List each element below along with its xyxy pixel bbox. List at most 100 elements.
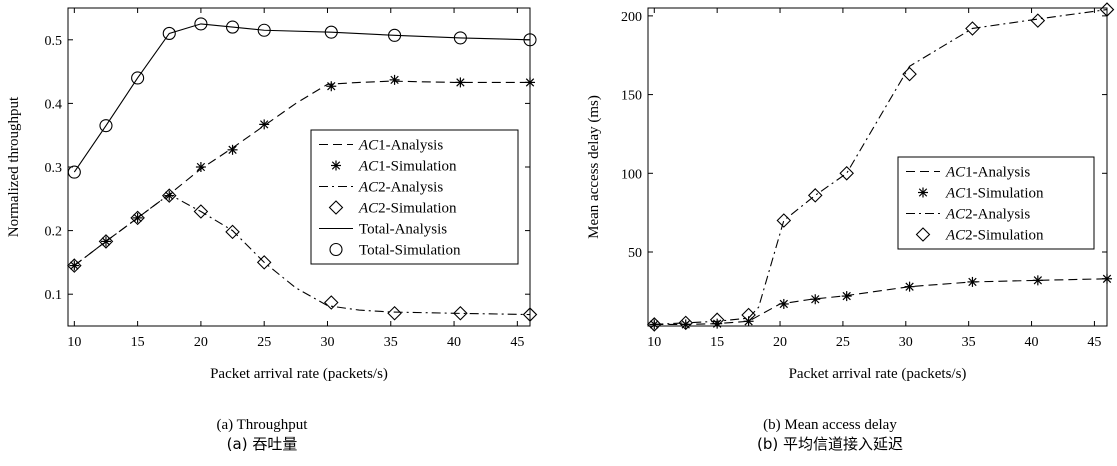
point-ac2-simulation: [647, 317, 662, 332]
y-axis-label: Normalized throughput: [6, 96, 22, 237]
legend-box: [897, 156, 1095, 250]
star-stroke: [165, 191, 174, 200]
legend-swatch-marker: [328, 200, 344, 215]
point-ac2-simulation: [709, 312, 725, 327]
point-ac2-simulation: [807, 188, 823, 203]
point-total-simulation: [131, 71, 145, 85]
caption: (b) Mean access delay: [763, 417, 897, 433]
legend-label-italic: AC: [358, 138, 379, 154]
legend-label-italic: AC: [945, 186, 966, 202]
point-total-simulation: [225, 20, 240, 34]
point-total-simulation: [257, 23, 271, 37]
star-stroke: [779, 299, 788, 309]
legend-swatch-marker: [918, 187, 928, 198]
star-stroke: [331, 161, 341, 170]
star-stroke: [842, 291, 851, 301]
legend-label: AC2-Analysis: [945, 207, 1030, 223]
legend-label: AC1-Simulation: [358, 159, 457, 175]
x-tick-label: 25: [836, 335, 850, 350]
legend-box: [310, 129, 519, 265]
y-tick-label: 50: [628, 246, 642, 261]
legend-label: AC1-Analysis: [945, 165, 1030, 181]
point-ac2-simulation: [67, 258, 82, 273]
point-ac2-simulation: [225, 224, 240, 240]
point-ac2-simulation: [965, 21, 980, 36]
legend-label-italic: AC: [945, 165, 966, 181]
legend-label: Total-Analysis: [359, 222, 447, 238]
legend-label-rest: 2-Analysis: [965, 207, 1030, 223]
x-tick-label: 15: [710, 335, 724, 350]
point-total-simulation: [453, 31, 467, 45]
x-tick-label: 15: [131, 335, 145, 350]
legend-label-rest: 2-Analysis: [378, 180, 443, 196]
point-ac1-simulation: [259, 119, 270, 130]
x-tick-label: 45: [1087, 335, 1101, 350]
legend-label-rest: 1-Analysis: [378, 138, 443, 154]
x-axis-label: Packet arrival rate (packets/s): [789, 366, 967, 382]
legend-label: AC2-Analysis: [358, 180, 443, 196]
x-tick-label: 30: [899, 335, 913, 350]
star-stroke: [905, 282, 914, 291]
star-stroke: [196, 162, 206, 172]
star-stroke: [525, 78, 535, 87]
point-ac2-simulation: [130, 210, 145, 226]
x-tick-label: 20: [773, 335, 787, 350]
y-tick-label: 0.1: [45, 288, 63, 303]
point-ac1-simulation: [1032, 275, 1043, 286]
star-stroke: [1102, 274, 1112, 283]
legend-label: Total-Simulation: [359, 243, 461, 259]
y-tick-label: 100: [621, 167, 642, 182]
point-ac2-simulation: [902, 66, 917, 82]
x-tick-label: 40: [447, 335, 461, 350]
point-ac1-simulation: [967, 276, 978, 287]
point-total-simulation: [162, 26, 176, 40]
x-tick-label: 25: [257, 335, 271, 350]
star-stroke: [260, 120, 269, 129]
point-ac2-simulation: [776, 213, 792, 228]
plot-frame: [647, 7, 1108, 327]
point-ac1-simulation: [389, 74, 400, 85]
x-tick-label: 35: [384, 335, 398, 350]
series-line-total-analysis: [73, 23, 531, 173]
y-tick-label: 150: [621, 89, 642, 104]
point-ac2-simulation: [323, 295, 339, 310]
y-axis-label: Mean access delay (ms): [586, 95, 602, 239]
legend: AC1-AnalysisAC1-SimulationAC2-AnalysisAC…: [310, 129, 519, 265]
point-ac1-simulation: [227, 144, 238, 155]
caption: (a) Throughput: [217, 417, 309, 433]
star-stroke: [811, 295, 820, 304]
point-ac2-simulation: [1099, 2, 1115, 17]
point-total-simulation: [67, 165, 81, 179]
point-ac2-simulation: [522, 307, 538, 322]
series-line-ac2-analysis: [654, 9, 1108, 325]
point-total-simulation: [388, 28, 402, 42]
legend-label-rest: 1-Analysis: [965, 165, 1030, 181]
y-tick-label: 0.3: [45, 161, 63, 176]
legend-label-rest: 1-Simulation: [965, 186, 1044, 202]
chart-b: 10 15 20 25 30 35 40 45 50 100 150 200 Packet arriva…: [586, 2, 1115, 453]
x-tick-label: 45: [510, 335, 524, 350]
y-tick-label: 0.2: [45, 225, 63, 240]
legend-label-italic: AC: [358, 159, 379, 175]
point-total-simulation: [99, 119, 113, 133]
point-ac1-simulation: [680, 319, 691, 330]
legend-label-rest: Total-Simulation: [359, 243, 461, 259]
series-line-ac2-analysis: [73, 193, 531, 316]
caption-cn: (b) 平均信道接入延迟: [757, 435, 903, 453]
legend-label-italic: AC: [358, 180, 379, 196]
point-ac1-simulation: [195, 162, 206, 172]
point-ac1-simulation: [810, 294, 821, 305]
x-tick-label: 10: [647, 335, 661, 350]
point-ac1-simulation: [1102, 273, 1112, 284]
star-stroke: [968, 277, 977, 287]
x-tick-label: 35: [962, 335, 976, 350]
point-total-simulation: [523, 33, 537, 47]
y-tick-label: 0.4: [45, 97, 63, 112]
legend-label: AC2-Simulation: [945, 228, 1044, 244]
star-stroke: [918, 188, 928, 197]
point-ac2-simulation: [453, 306, 468, 321]
legend-swatch-marker: [915, 227, 931, 242]
point-ac1-simulation: [778, 298, 789, 309]
star-stroke: [1033, 276, 1043, 285]
